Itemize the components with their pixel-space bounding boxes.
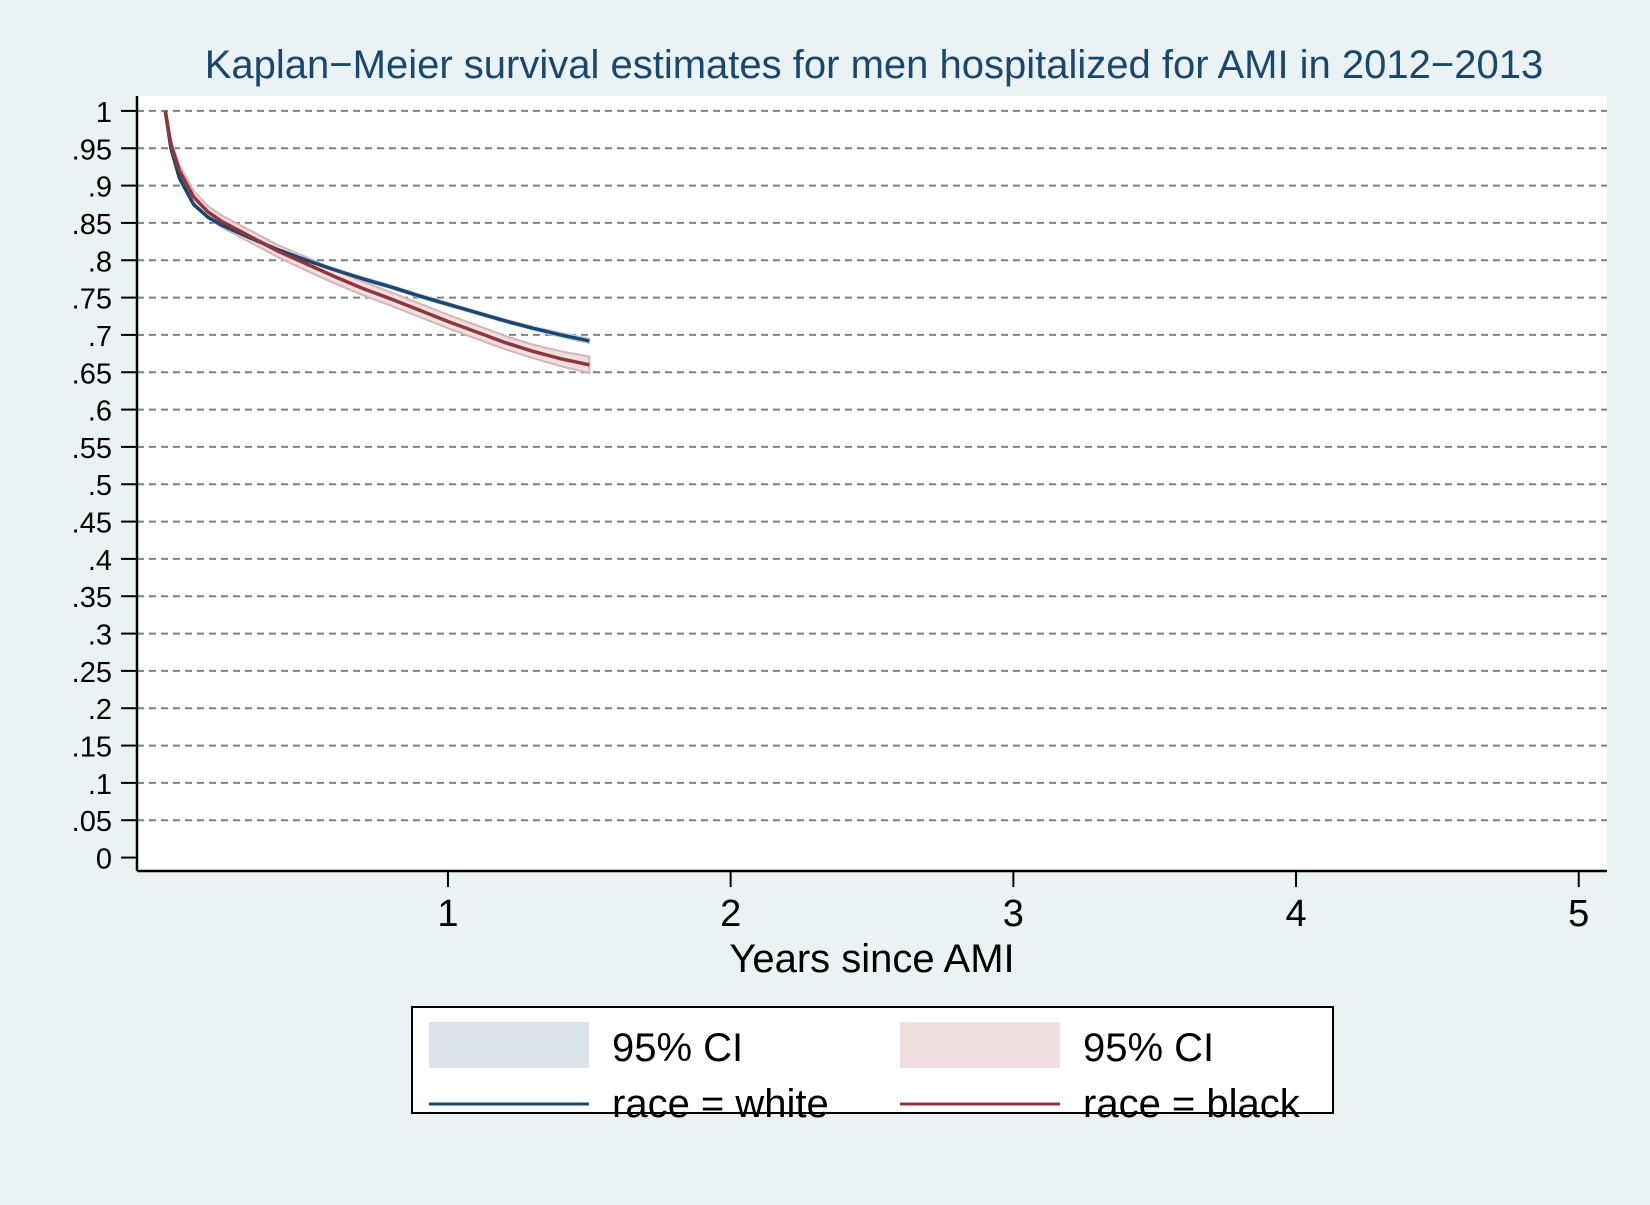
x-tick-label: 2 (720, 893, 741, 935)
survival-line-white (163, 110, 590, 343)
y-tick-label: .35 (72, 582, 112, 614)
y-tick-label: .25 (72, 657, 112, 689)
x-tick-label: 4 (1285, 893, 1306, 935)
chart-title: Kaplan−Meier survival estimates for men … (205, 43, 1544, 87)
legend-swatch-ci-black (900, 1022, 1060, 1068)
y-tick-label: .8 (88, 246, 112, 278)
y-tick-label: .6 (88, 396, 112, 428)
y-tick-label: .7 (88, 321, 112, 353)
y-tick-label: .15 (72, 732, 112, 764)
x-tick-label: 5 (1568, 893, 1589, 935)
y-tick-label: 1 (96, 97, 112, 129)
y-tick-label: .75 (72, 284, 112, 316)
grid-lines (137, 109, 1607, 822)
y-tick-label: .05 (72, 806, 112, 838)
x-tick-label: 3 (1003, 893, 1024, 935)
x-axis-label: Years since AMI (729, 937, 1014, 981)
legend-label-white: race = white (612, 1082, 829, 1126)
y-tick-label: .45 (72, 508, 112, 540)
legend-label-ci-black: 95% CI (1083, 1026, 1214, 1070)
y-tick-label: .2 (88, 694, 112, 726)
survival-lines (163, 110, 590, 367)
y-tick-label: .3 (88, 620, 112, 652)
y-axis-ticks: 0 .05 .1 .15 .2 .25 .3 .35 .4 .45 .5 .55 .6 .65 .7 .75.… (72, 97, 137, 876)
legend-label-black: race = black (1083, 1082, 1301, 1126)
y-tick-label: .1 (88, 769, 112, 801)
legend-swatch-ci-white (429, 1022, 589, 1068)
legend: 95% CI 95% CI race = white race = black (411, 1006, 1334, 1126)
y-tick-label: .55 (72, 433, 112, 465)
y-tick-label: .65 (72, 358, 112, 390)
y-tick-label: .95 (72, 134, 112, 166)
y-tick-label: .5 (88, 470, 112, 502)
x-tick-label: 1 (437, 893, 458, 935)
legend-label-ci-white: 95% CI (612, 1026, 743, 1070)
y-tick-label: .4 (88, 545, 112, 577)
y-tick-label: .85 (72, 209, 112, 241)
y-tick-label: 0 (96, 844, 112, 876)
x-axis-ticks: 1 2 3 4 5 (437, 871, 1589, 935)
survival-line-black (163, 110, 590, 367)
y-tick-label: .9 (88, 172, 112, 204)
